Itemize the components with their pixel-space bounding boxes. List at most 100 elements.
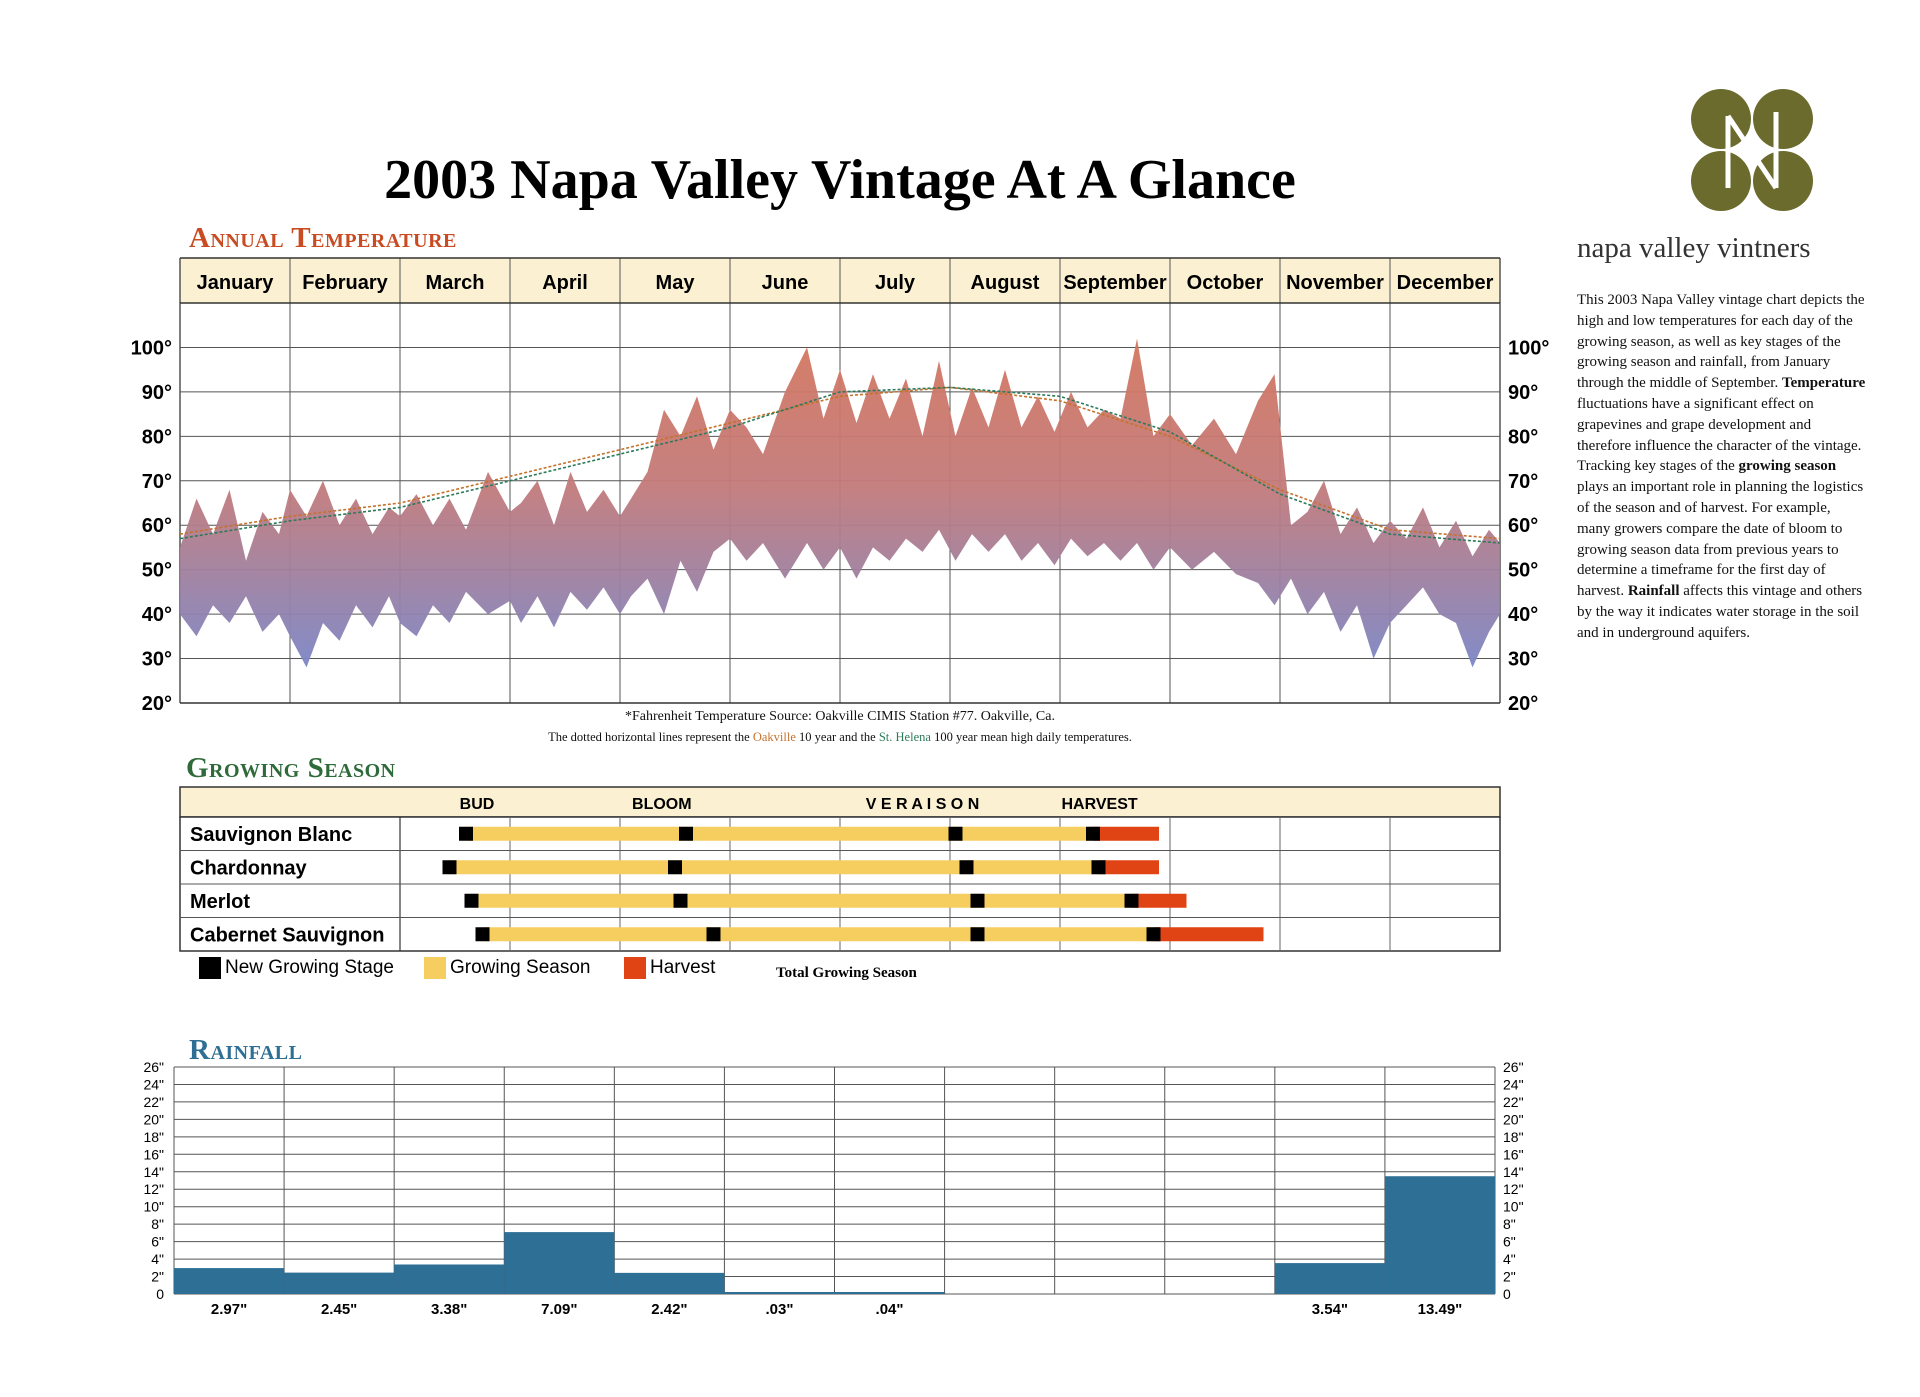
legend-growing-season: Growing Season xyxy=(424,956,590,980)
variety-name: Merlot xyxy=(190,891,250,913)
rainfall-y-tick-left: 18" xyxy=(143,1129,164,1145)
temperature-y-tick-left: 80° xyxy=(142,426,172,448)
new-growing-stage-marker xyxy=(679,826,693,841)
rainfall-value-label: .04" xyxy=(876,1301,904,1318)
description-bold-5: Rainfall xyxy=(1627,583,1680,600)
description-run-4: plays an important role in planning the … xyxy=(1577,479,1864,600)
temperature-month-label: July xyxy=(875,272,916,294)
growing-season-section-title: Growing Season xyxy=(186,752,396,784)
legend-harvest: Harvest xyxy=(624,956,715,980)
new-growing-stage-marker xyxy=(1091,860,1106,875)
note-sthelena: St. Helena xyxy=(878,730,931,744)
description-run-6: affects this vintage and others by the w… xyxy=(1577,583,1863,641)
rainfall-y-tick-right: 10" xyxy=(1503,1199,1524,1215)
rainfall-y-tick-right: 18" xyxy=(1503,1129,1524,1145)
temperature-y-tick-right: 100° xyxy=(1508,337,1549,359)
temperature-y-tick-left: 100° xyxy=(131,337,172,359)
temperature-y-tick-right: 50° xyxy=(1508,560,1538,582)
legend-swatch-harvest xyxy=(624,957,646,979)
rainfall-y-tick-left: 14" xyxy=(143,1164,164,1180)
rainfall-bar xyxy=(614,1272,725,1294)
temperature-month-label: September xyxy=(1063,272,1167,294)
temperature-month-label: May xyxy=(656,272,696,294)
rainfall-y-tick-right: 0 xyxy=(1503,1286,1511,1302)
new-growing-stage-marker xyxy=(1146,927,1161,942)
rainfall-y-tick-left: 8" xyxy=(151,1216,164,1232)
new-growing-stage-marker xyxy=(959,860,974,875)
stage-label: BLOOM xyxy=(632,796,692,813)
new-growing-stage-marker xyxy=(970,927,985,942)
description-bold-1: Temperature xyxy=(1781,375,1866,392)
rainfall-bar xyxy=(1384,1176,1495,1294)
rainfall-value-label: 2.42" xyxy=(651,1301,687,1318)
mean-lines-note: The dotted horizontal lines represent th… xyxy=(300,730,1380,745)
rainfall-y-tick-right: 16" xyxy=(1503,1146,1524,1162)
rainfall-y-tick-left: 10" xyxy=(143,1199,164,1215)
rainfall-y-tick-left: 12" xyxy=(143,1181,164,1197)
rainfall-y-tick-left: 22" xyxy=(143,1094,164,1110)
rainfall-y-tick-left: 6" xyxy=(151,1234,164,1250)
legend-label-stage: New Growing Stage xyxy=(225,957,394,978)
harvest-bar xyxy=(1098,860,1159,875)
temperature-range-area xyxy=(180,338,1500,668)
growing-season-bar xyxy=(471,893,1132,908)
temperature-month-label: April xyxy=(542,272,588,294)
new-growing-stage-marker xyxy=(459,826,473,841)
rainfall-value-label: 3.54" xyxy=(1312,1301,1348,1318)
temperature-y-tick-left: 40° xyxy=(142,604,172,626)
new-growing-stage-marker xyxy=(668,860,682,875)
legend-swatch-stage xyxy=(199,957,221,979)
legend-swatch-growing xyxy=(424,957,446,979)
temperature-y-tick-left: 20° xyxy=(142,693,172,715)
temperature-y-tick-right: 60° xyxy=(1508,515,1538,537)
growing-season-bar xyxy=(449,860,1099,875)
legend-total-growing-season: Total Growing Season xyxy=(776,965,917,981)
temperature-section-title: Annual Temperature xyxy=(189,222,457,254)
new-growing-stage-marker xyxy=(464,893,479,908)
description-bold-3: growing season xyxy=(1738,458,1837,475)
temperature-month-label: December xyxy=(1397,272,1494,294)
rainfall-y-tick-left: 4" xyxy=(151,1251,164,1267)
variety-name: Sauvignon Blanc xyxy=(190,824,352,846)
rainfall-bar xyxy=(174,1268,285,1294)
new-growing-stage-marker xyxy=(442,860,457,875)
legend-new-stage: New Growing Stage xyxy=(199,956,394,980)
rainfall-value-label: .03" xyxy=(765,1301,793,1318)
rainfall-value-label: 3.38" xyxy=(431,1301,467,1318)
rainfall-y-tick-right: 14" xyxy=(1503,1164,1524,1180)
rainfall-y-tick-right: 4" xyxy=(1503,1251,1516,1267)
rainfall-y-tick-right: 12" xyxy=(1503,1181,1524,1197)
rainfall-bar xyxy=(284,1272,395,1294)
rainfall-value-label: 2.97" xyxy=(211,1301,247,1318)
napa-valley-vintners-logo xyxy=(1691,89,1813,211)
rainfall-y-tick-right: 6" xyxy=(1503,1234,1516,1250)
temperature-month-label: November xyxy=(1286,272,1384,294)
growing-season-bar xyxy=(466,826,1093,841)
rainfall-section-title: Rainfall xyxy=(189,1034,303,1066)
rainfall-y-tick-left: 24" xyxy=(143,1076,164,1092)
growing-season-header xyxy=(179,786,1501,818)
temperature-month-label: March xyxy=(426,272,485,294)
rainfall-y-tick-right: 2" xyxy=(1503,1269,1516,1285)
temperature-y-tick-right: 90° xyxy=(1508,382,1538,404)
rainfall-y-tick-left: 2" xyxy=(151,1269,164,1285)
rainfall-y-tick-right: 22" xyxy=(1503,1094,1524,1110)
rainfall-value-label: 2.45" xyxy=(321,1301,357,1318)
new-growing-stage-marker xyxy=(673,893,688,908)
stage-label: HARVEST xyxy=(1062,796,1138,813)
rainfall-bar xyxy=(394,1264,505,1294)
temperature-y-tick-right: 30° xyxy=(1508,649,1538,671)
new-growing-stage-marker xyxy=(948,826,963,841)
rainfall-bar xyxy=(1274,1263,1385,1294)
page-title: 2003 Napa Valley Vintage At A Glance xyxy=(384,149,1296,211)
st-helena-mean-line xyxy=(179,386,1501,544)
temperature-y-tick-left: 60° xyxy=(142,515,172,537)
temperature-month-label: October xyxy=(1187,272,1264,294)
temperature-y-tick-left: 30° xyxy=(142,649,172,671)
oakville-mean-line xyxy=(179,386,1501,540)
legend-label-harvest: Harvest xyxy=(650,957,716,978)
temperature-y-tick-right: 40° xyxy=(1508,604,1538,626)
harvest-bar xyxy=(1093,826,1159,841)
stage-label: V E R A I S O N xyxy=(866,796,980,813)
